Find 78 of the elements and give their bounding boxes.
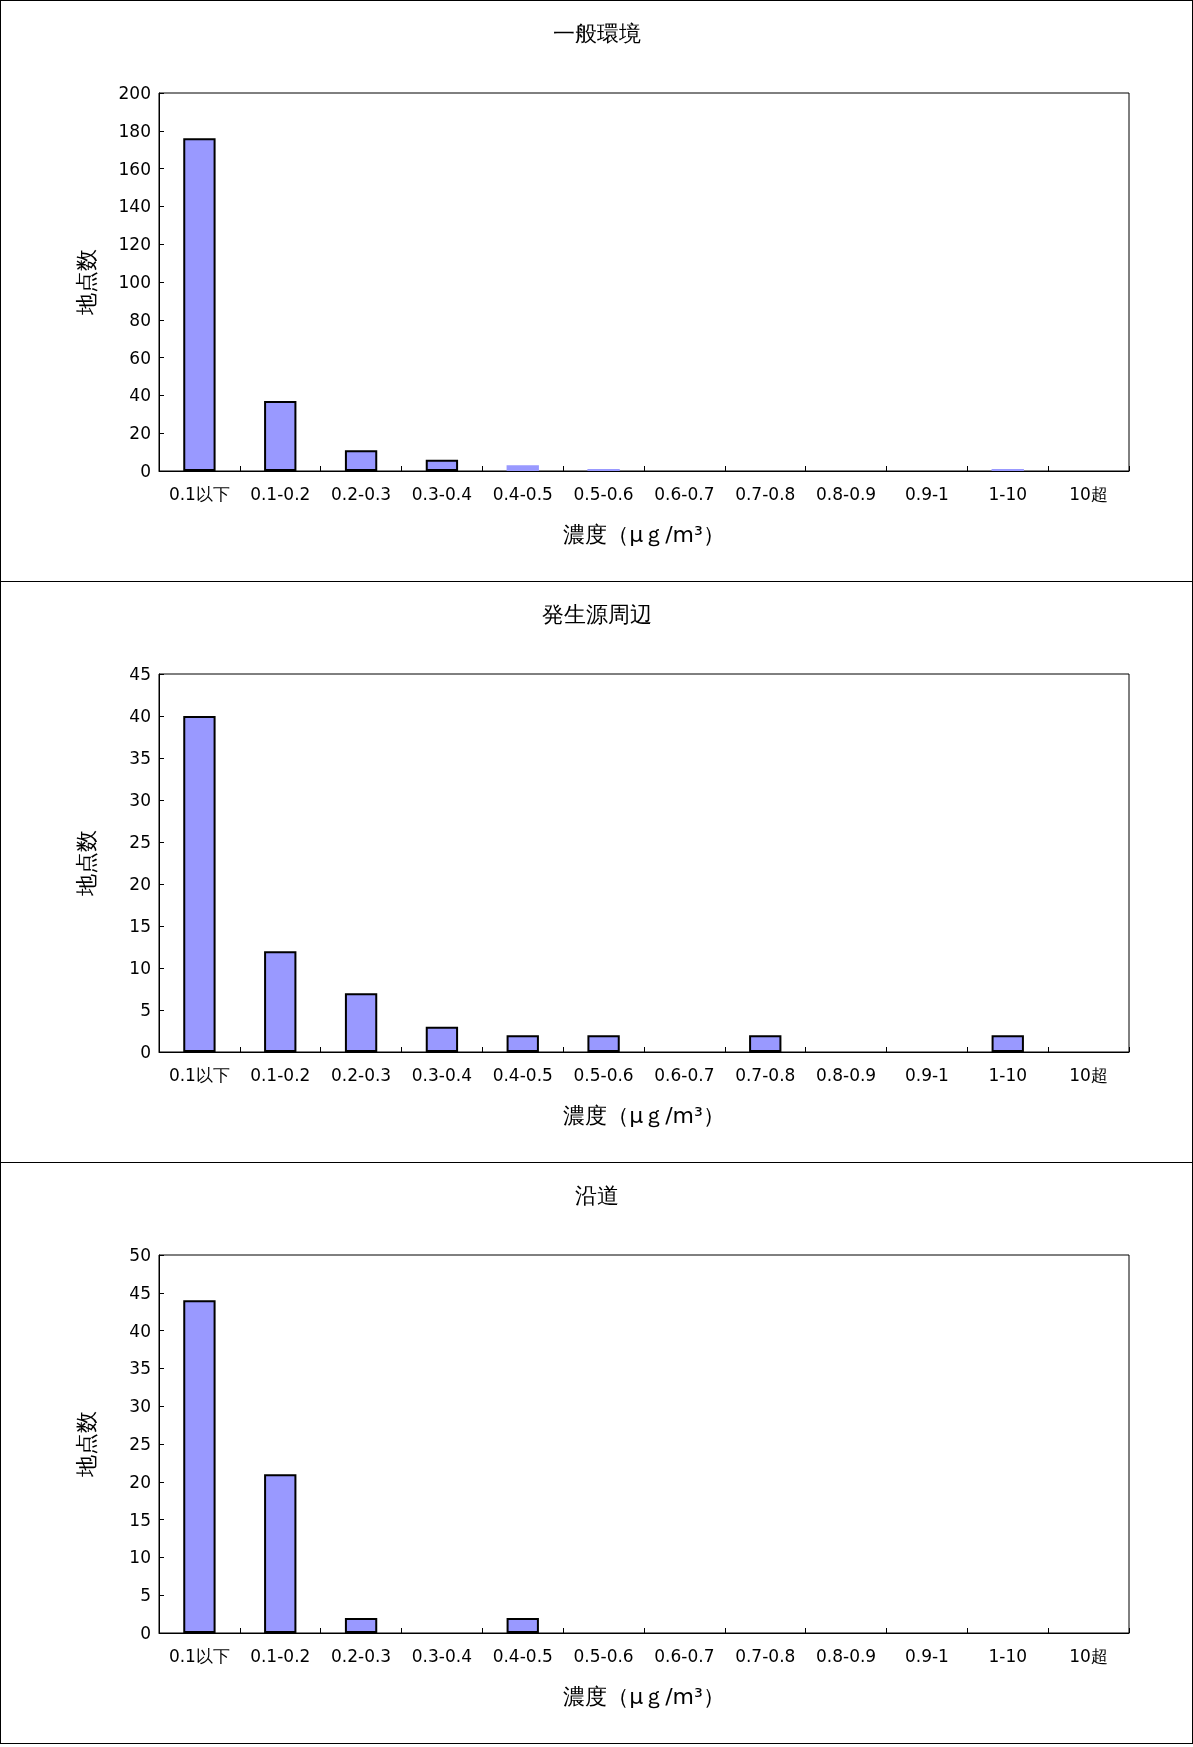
y-tick-label: 20: [129, 1471, 151, 1492]
x-tick-label: 0.1以下: [168, 1064, 230, 1085]
x-tick-label: 10超: [1069, 1064, 1108, 1085]
y-tick-label: 50: [129, 1245, 151, 1265]
y-tick-label: 180: [118, 120, 151, 141]
x-tick-label: 0.1-0.2: [250, 1645, 311, 1666]
x-axis-title: 濃度（μｇ/m³）: [563, 1102, 725, 1128]
x-tick-label: 0.4-0.5: [492, 483, 553, 504]
y-tick-label: 40: [129, 706, 151, 726]
y-tick-label: 0: [140, 461, 151, 481]
y-tick-label: 100: [118, 272, 151, 292]
x-tick-label: 0.1以下: [168, 483, 230, 504]
x-tick-label: 1-10: [988, 1064, 1028, 1085]
x-tick-label: 0.9-1: [904, 1064, 949, 1085]
x-tick-label: 0.5-0.6: [573, 1645, 634, 1666]
x-tick-label: 0.8-0.9: [815, 483, 877, 504]
x-tick-label: 0.8-0.9: [815, 1645, 877, 1666]
x-tick-label: 0.2-0.3: [330, 483, 392, 504]
y-tick-label: 20: [129, 423, 151, 444]
y-tick-label: 80: [129, 309, 151, 330]
chart-title: 発生源周辺: [541, 601, 652, 627]
x-tick-label: 0.1-0.2: [250, 1064, 311, 1085]
x-tick-label: 0.2-0.3: [330, 1645, 392, 1666]
x-tick-label: 0.9-1: [904, 1645, 949, 1666]
y-tick-label: 15: [129, 916, 151, 936]
x-tick-label: 0.9-1: [904, 483, 949, 504]
chart-title: 一般環境: [552, 20, 641, 46]
y-tick-label: 0: [140, 1623, 151, 1643]
bar: [506, 465, 539, 471]
x-tick-label: 0.4-0.5: [492, 1064, 553, 1085]
x-tick-label: 0.1以下: [168, 1645, 230, 1666]
y-tick-label: 25: [129, 1434, 151, 1454]
y-tick-label: 15: [129, 1509, 151, 1530]
y-tick-label: 30: [129, 1396, 151, 1417]
x-tick-label: 10超: [1069, 1645, 1108, 1666]
y-axis-title: 地点数: [73, 830, 99, 897]
y-tick-label: 120: [118, 234, 151, 255]
x-tick-label: 0.8-0.9: [815, 1064, 877, 1085]
y-tick-label: 5: [140, 1585, 151, 1606]
x-axis-title: 濃度（μｇ/m³）: [563, 521, 725, 547]
y-tick-label: 60: [129, 347, 151, 368]
y-tick-label: 30: [129, 790, 151, 810]
x-tick-label: 10超: [1069, 483, 1108, 504]
x-tick-label: 0.7-0.8: [735, 483, 796, 504]
x-tick-label: 0.6-0.7: [654, 1645, 715, 1666]
y-tick-label: 35: [129, 748, 151, 768]
x-tick-label: 0.3-0.4: [411, 483, 473, 504]
x-tick-label: 0.7-0.8: [735, 1645, 796, 1666]
y-tick-label: 45: [129, 1282, 151, 1303]
x-tick-label: 1-10: [988, 1645, 1028, 1666]
y-tick-label: 5: [140, 1000, 151, 1020]
y-tick-label: 40: [129, 385, 151, 406]
x-tick-label: 0.2-0.3: [330, 1064, 392, 1085]
y-tick-label: 10: [129, 958, 151, 978]
y-tick-label: 45: [129, 664, 151, 684]
x-tick-label: 0.4-0.5: [492, 1645, 553, 1666]
x-tick-label: 0.3-0.4: [411, 1064, 473, 1085]
x-tick-label: 1-10: [988, 483, 1028, 504]
x-axis-title: 濃度（μｇ/m³）: [563, 1683, 725, 1709]
x-tick-label: 0.7-0.8: [735, 1064, 796, 1085]
y-tick-label: 160: [118, 158, 151, 179]
y-axis-title: 地点数: [73, 249, 99, 316]
y-tick-label: 20: [129, 874, 151, 894]
x-tick-label: 0.5-0.6: [573, 1064, 634, 1085]
y-tick-label: 25: [129, 832, 151, 852]
x-tick-label: 0.6-0.7: [654, 1064, 715, 1085]
chart-title: 沿道: [574, 1182, 619, 1208]
x-tick-label: 0.5-0.6: [573, 483, 634, 504]
y-tick-label: 0: [140, 1042, 151, 1062]
x-tick-label: 0.3-0.4: [411, 1645, 473, 1666]
y-tick-label: 40: [129, 1320, 151, 1341]
x-tick-label: 0.1-0.2: [250, 483, 311, 504]
y-tick-label: 10: [129, 1547, 151, 1568]
y-axis-title: 地点数: [73, 1411, 99, 1478]
x-tick-label: 0.6-0.7: [654, 483, 715, 504]
y-tick-label: 200: [118, 83, 151, 103]
y-tick-label: 140: [118, 196, 151, 217]
y-tick-label: 35: [129, 1358, 151, 1379]
